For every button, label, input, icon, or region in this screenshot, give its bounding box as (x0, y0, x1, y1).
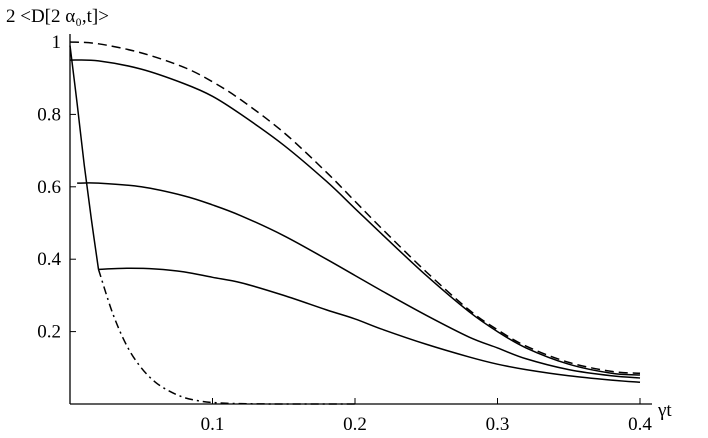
y-tick-label: 0.6 (37, 177, 61, 198)
series-line-2 (69, 59, 641, 376)
x-tick-label: 0.4 (628, 414, 652, 435)
y-tick-label: 1 (52, 32, 62, 53)
x-axis-title: γt (657, 400, 672, 421)
y-tick-label: 0.4 (37, 249, 61, 270)
series-line-4 (98, 267, 641, 384)
series-line-3 (77, 182, 641, 379)
y-axis-title: 2 <D[2 α₀,t]> (6, 6, 109, 27)
y-tick-label: 0.8 (37, 104, 61, 125)
series-line-6 (97, 269, 356, 405)
series-group (69, 41, 641, 405)
y-axis-ticks: 0.2 0.4 0.6 0.8 1 (37, 32, 76, 343)
series-line-5 (69, 45, 100, 270)
series-line-1 (69, 41, 641, 374)
y-tick-label: 0.2 (37, 322, 61, 343)
x-axis-ticks: 0.1 0.2 0.3 0.4 (201, 398, 652, 435)
x-tick-label: 0.1 (201, 414, 225, 435)
x-tick-label: 0.2 (343, 414, 367, 435)
x-tick-label: 0.3 (486, 414, 510, 435)
